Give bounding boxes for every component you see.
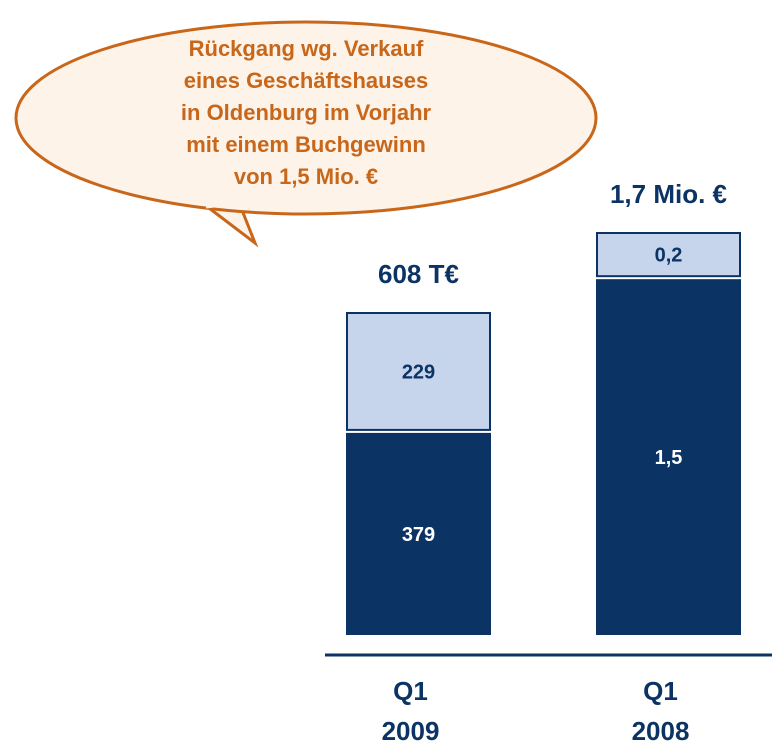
x-tick-label-line: 2008 — [632, 716, 690, 746]
annotation-line: mit einem Buchgewinn — [186, 132, 426, 157]
value-label: 0,2 — [655, 245, 683, 267]
bar-segment — [346, 432, 491, 635]
callout-joint — [205, 199, 239, 209]
bar-segment — [596, 279, 741, 635]
value-label: 1,5 — [655, 447, 683, 469]
x-tick-label-line: Q1 — [393, 676, 428, 706]
total-label: 608 T€ — [378, 259, 459, 289]
bar-segment — [596, 232, 741, 278]
x-tick-label: Q1 2008 — [632, 676, 690, 746]
annotation-line: in Oldenburg im Vorjahr — [181, 100, 432, 125]
callout — [14, 20, 598, 216]
x-tick-label-line: Q1 — [643, 676, 678, 706]
annotation-line: Rückgang wg. Verkauf — [189, 36, 424, 61]
bar-segment — [346, 312, 491, 431]
total-label: 1,7 Mio. € — [610, 179, 727, 209]
value-label: 229 — [402, 361, 435, 383]
x-tick-label: Q1 2009 — [382, 676, 440, 746]
value-label: 379 — [402, 524, 435, 546]
annotation-line: eines Geschäftshauses — [184, 68, 429, 93]
annotation-line: von 1,5 Mio. € — [234, 164, 378, 189]
x-tick-label-line: 2009 — [382, 716, 440, 746]
